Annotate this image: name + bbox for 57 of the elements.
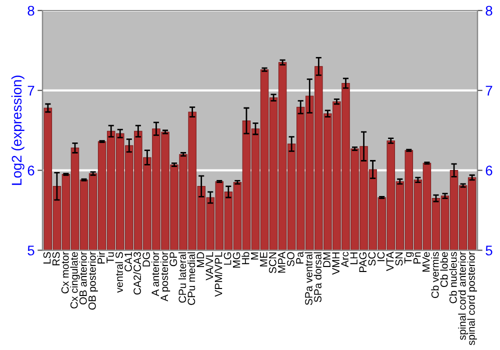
x-tick-label: PAG (359, 252, 367, 272)
x-tick-label: LG (224, 252, 232, 265)
x-tick-label: Arc (341, 252, 349, 268)
x-tick-label: OB posterior (88, 252, 98, 310)
x-tick-label: SPa dorsal (314, 252, 322, 302)
x-tick-label: IC (377, 252, 385, 262)
x-tick-label: Hb (242, 252, 250, 264)
x-tick-label: ME (260, 252, 268, 266)
x-tick-label: Cx cingulate (70, 252, 80, 308)
x-tick-label: CPu lateral (178, 252, 186, 303)
x-tick-label: SPa ventral (304, 252, 312, 306)
x-tick-label: DM (323, 252, 330, 267)
x-tick-label: SCN (268, 252, 276, 274)
x-tick-label: SC (368, 252, 376, 266)
x-tick-label: CA1 (124, 252, 132, 272)
x-tick-label: SN (395, 252, 403, 266)
y2-tick-label: 7 (486, 86, 492, 96)
x-tick-label: spinal cord anterior (458, 252, 468, 340)
x-tick-label: GP (170, 252, 178, 266)
x-tick-label: ventral S (115, 252, 123, 293)
y-axis-title: Log2 (expression) (11, 76, 24, 185)
x-tick-label: MPA (278, 252, 286, 273)
x-tick-label: DG (142, 252, 150, 266)
x-tick-label: LH (350, 252, 358, 264)
y-tick-label: 7 (28, 86, 34, 96)
x-tick-label: Tu (106, 252, 114, 264)
x-tick-label: A anterior (151, 252, 160, 296)
x-tick-label: CA2/CA3 (133, 252, 141, 295)
y-tick-label: 8 (28, 6, 34, 16)
y-tick-label: 6 (28, 166, 34, 176)
x-tick-label: VA/VL (206, 252, 214, 280)
x-tick-label: MG (232, 252, 240, 268)
x-tick-label: VMH (332, 252, 340, 275)
x-tick-label: Pir (97, 252, 105, 264)
x-tick-label: Pa (296, 252, 304, 264)
x-tick-label: LS (43, 252, 51, 264)
x-tick-label: Pn (413, 252, 421, 264)
x-tick-label: Cx motor (61, 252, 69, 294)
x-tick-label: A posterior (160, 252, 170, 302)
x-tick-label: OB anterior (79, 252, 87, 304)
x-tick-label: Cb lobe (440, 252, 448, 288)
y2-tick-label: 8 (486, 6, 492, 16)
y2-tick-label: 6 (486, 166, 492, 176)
x-tick-label: Tg (404, 252, 414, 264)
y2-tick-label: 5 (486, 246, 492, 256)
x-tick-label: M (251, 252, 258, 260)
x-tick-label: SO (287, 252, 294, 266)
x-tick-label: VTA (386, 252, 394, 272)
x-tick-label: MVe (422, 252, 430, 272)
x-tick-label: spinal cord posterior (467, 252, 477, 346)
x-tick-label: VPM/VPL (214, 252, 222, 297)
x-tick-label: Cb nucleus (449, 252, 457, 304)
x-tick-label: CPu medial (187, 252, 196, 305)
y-tick-label: 5 (28, 246, 34, 256)
x-tick-label: Cb vermis (431, 252, 439, 298)
x-tick-label: MD (196, 252, 204, 267)
x-tick-label: RS (52, 252, 60, 266)
